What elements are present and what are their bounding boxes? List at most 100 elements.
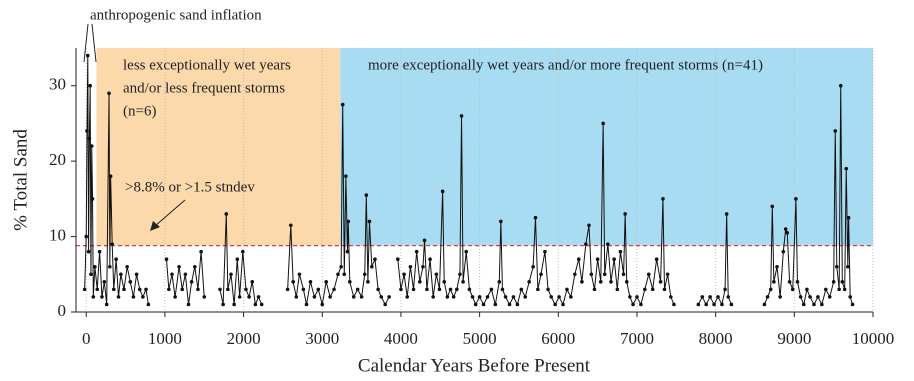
data-point: [164, 257, 169, 262]
data-point: [783, 227, 788, 231]
data-point: [708, 295, 712, 299]
data-point: [618, 249, 623, 254]
data-point: [110, 242, 114, 246]
data-point: [654, 257, 659, 262]
data-point: [639, 302, 643, 307]
data-point: [418, 280, 422, 284]
data-point: [308, 280, 313, 284]
data-point: [244, 287, 248, 292]
data-point: [134, 272, 139, 277]
data-point: [226, 287, 230, 292]
data-point: [199, 249, 203, 254]
data-point: [576, 257, 581, 262]
data-point: [531, 264, 535, 269]
data-point: [795, 280, 800, 284]
data-point: [250, 280, 255, 284]
data-point: [485, 295, 490, 299]
data-point: [122, 287, 126, 292]
data-point: [503, 295, 508, 299]
data-point: [328, 295, 332, 299]
data-point: [104, 302, 109, 307]
data-point: [726, 295, 731, 299]
data-point: [434, 272, 439, 277]
data-point: [624, 280, 629, 284]
data-point: [288, 223, 293, 228]
data-point: [646, 272, 651, 277]
data-point: [500, 287, 505, 292]
data-point: [359, 295, 364, 299]
data-point: [221, 302, 225, 307]
data-point: [119, 272, 123, 277]
data-point: [294, 295, 299, 299]
data-point: [846, 215, 851, 220]
data-point: [180, 287, 185, 292]
data-point: [100, 295, 104, 299]
data-point: [473, 302, 478, 307]
data-point: [812, 302, 816, 307]
data-point: [186, 302, 191, 307]
data-point: [97, 249, 102, 254]
data-point: [218, 287, 222, 292]
data-point: [561, 302, 565, 307]
data-point: [366, 280, 370, 284]
data-point: [131, 295, 136, 299]
data-point: [546, 287, 550, 292]
data-point: [428, 257, 432, 262]
data-point: [772, 280, 776, 284]
data-point: [84, 234, 89, 239]
data-point: [650, 287, 655, 292]
x-tick-label: 1000: [148, 329, 182, 348]
data-point: [442, 280, 447, 284]
data-point: [553, 302, 557, 307]
data-point: [790, 287, 795, 292]
data-point: [320, 302, 325, 307]
data-point: [623, 212, 627, 216]
data-point: [437, 287, 442, 292]
data-point: [421, 264, 425, 269]
data-point: [569, 295, 573, 299]
data-point: [379, 295, 384, 299]
data-point: [362, 272, 367, 277]
data-point: [723, 287, 727, 292]
data-point: [461, 280, 465, 284]
data-point: [141, 295, 145, 299]
data-point: [816, 295, 820, 299]
data-point: [801, 302, 806, 307]
data-point: [364, 193, 369, 197]
x-tick-label: 7000: [620, 329, 654, 348]
data-point: [781, 249, 786, 254]
data-point: [414, 249, 419, 254]
data-point: [837, 287, 841, 292]
data-point: [89, 144, 94, 148]
data-point: [838, 83, 843, 88]
data-point: [102, 280, 107, 284]
data-point: [729, 302, 734, 307]
data-point: [107, 91, 111, 96]
y-axis-label: % Total Sand: [10, 129, 31, 231]
data-point: [601, 121, 605, 126]
data-point: [704, 302, 709, 307]
data-point: [835, 264, 839, 269]
data-point: [477, 295, 482, 299]
data-point: [387, 295, 391, 299]
data-point: [183, 272, 188, 277]
data-point: [316, 287, 321, 292]
data-point: [848, 295, 852, 299]
data-point: [346, 219, 351, 224]
data-point: [297, 272, 302, 277]
data-point: [454, 287, 459, 292]
data-point: [515, 302, 520, 307]
data-point: [137, 287, 142, 292]
data-point: [467, 287, 472, 292]
data-point: [621, 272, 626, 277]
data-point: [511, 295, 516, 299]
data-point: [82, 287, 87, 292]
data-point: [584, 242, 588, 246]
data-point: [720, 302, 724, 307]
data-point: [108, 264, 112, 269]
annotation: anthropogenic sand inflation: [90, 7, 262, 23]
data-point: [470, 295, 475, 299]
data-point: [336, 272, 340, 277]
data-point: [373, 257, 377, 262]
data-point: [193, 264, 197, 269]
